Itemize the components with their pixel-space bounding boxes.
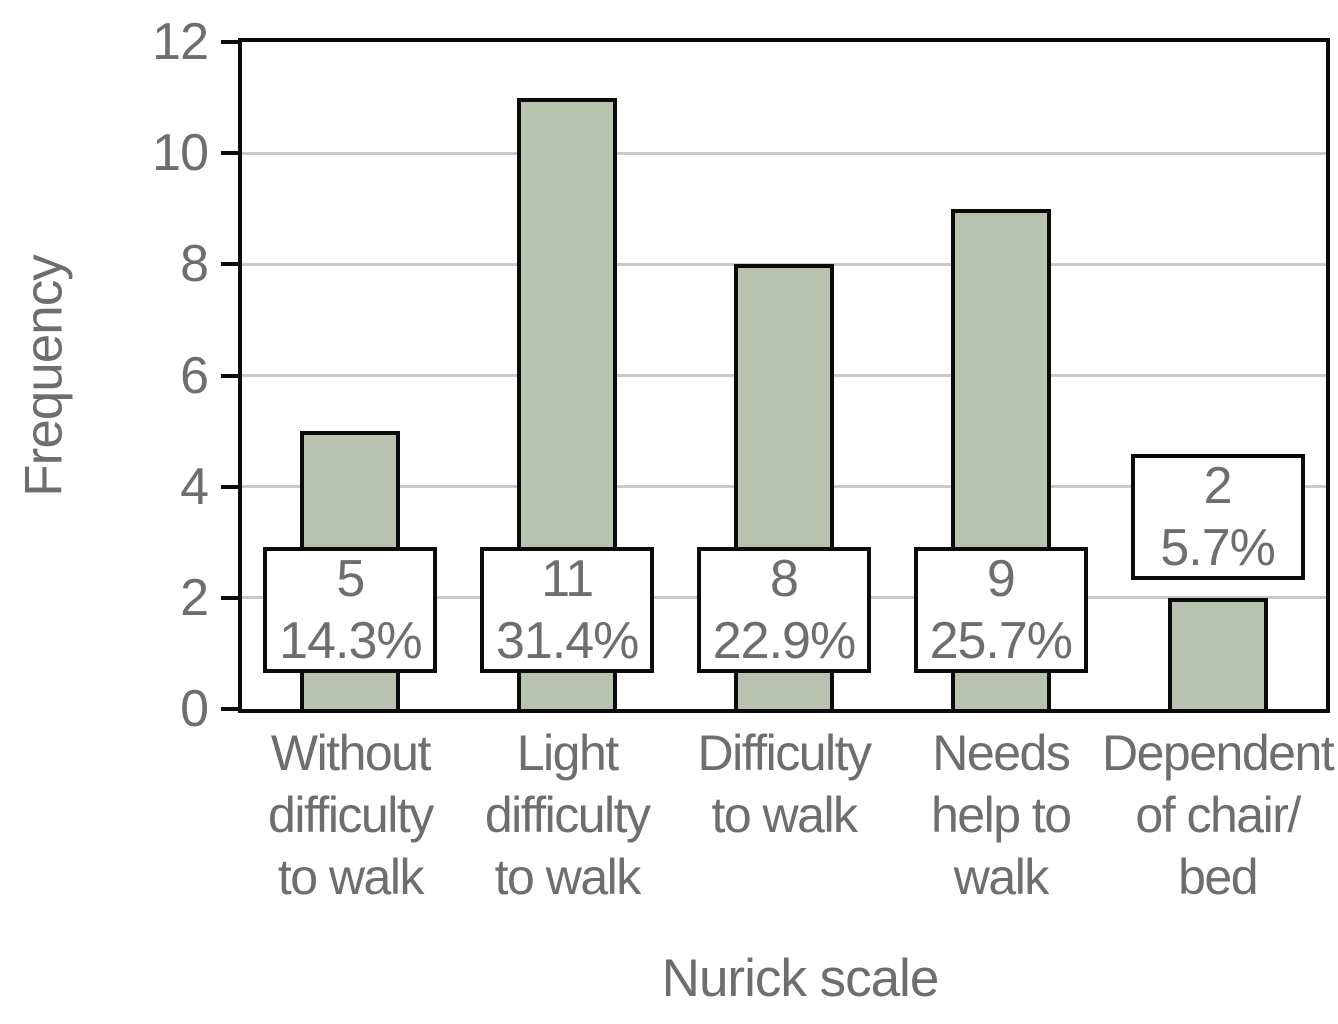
bar-label-box-2: 11 31.4% — [480, 547, 655, 673]
gridline-y10 — [242, 151, 1326, 155]
bar-percent-label: 25.7% — [929, 612, 1073, 670]
plot-area: 5 14.3% 11 31.4% 8 22.9% 9 25.7% 2 5.7% — [238, 38, 1330, 713]
y-tick-label-4: 4 — [180, 457, 209, 516]
y-tick-label-12: 12 — [152, 13, 209, 71]
y-tick-2 — [221, 595, 238, 600]
y-tick-8 — [221, 262, 238, 267]
bar-percent-label: 5.7% — [1160, 518, 1276, 577]
y-tick-10 — [221, 151, 238, 156]
y-tick-4 — [221, 484, 238, 489]
y-tick-label-6: 6 — [180, 346, 209, 405]
bar-5 — [1167, 597, 1268, 709]
bar-percent-label: 14.3% — [279, 612, 422, 670]
y-tick-label-8: 8 — [180, 235, 209, 294]
bar-label-box-5: 2 5.7% — [1130, 453, 1305, 580]
x-tick-label-2: Light difficulty to walk — [484, 725, 651, 905]
bar-label-box-1: 5 14.3% — [263, 547, 438, 673]
y-tick-12 — [221, 40, 238, 44]
x-tick-label-1: Without difficulty to walk — [268, 725, 434, 905]
bar-label-box-3: 8 22.9% — [697, 547, 871, 673]
x-tick-label-4: Needs help to walk — [930, 725, 1072, 905]
y-tick-6 — [221, 373, 238, 378]
y-tick-label-2: 2 — [180, 568, 209, 627]
x-tick-label-3: Difficulty to walk — [697, 725, 872, 843]
bar-count-label: 8 — [770, 550, 799, 608]
y-tick-label-10: 10 — [152, 124, 209, 183]
y-tick-0 — [221, 707, 238, 711]
x-tick-label-5: Dependent of chair/ bed — [1102, 725, 1335, 905]
bar-percent-label: 31.4% — [495, 612, 639, 670]
bar-count-label: 2 — [1203, 456, 1233, 515]
bar-label-box-4: 9 25.7% — [913, 547, 1088, 673]
bar-count-label: 11 — [541, 550, 594, 608]
bar-count-label: 9 — [986, 550, 1016, 608]
y-tick-label-0: 0 — [180, 680, 209, 738]
bar-count-label: 5 — [336, 550, 365, 608]
bar-percent-label: 22.9% — [712, 612, 856, 670]
x-axis-title: Nurick scale — [661, 949, 940, 1008]
